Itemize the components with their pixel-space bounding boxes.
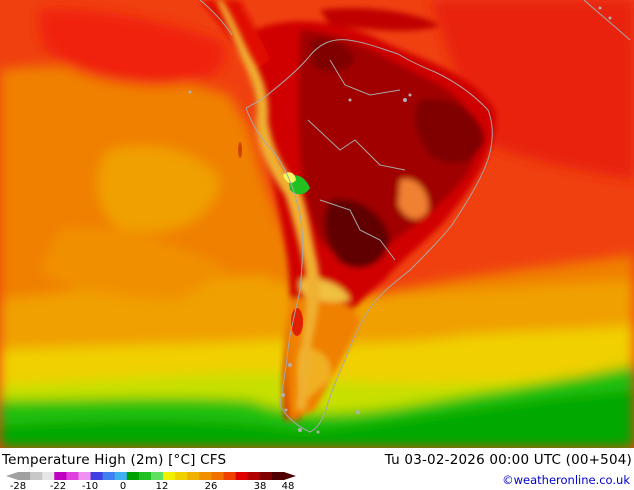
legend-tick-label: -22 (50, 481, 66, 490)
legend-tick-label: -10 (82, 481, 98, 490)
legend-swatch (199, 472, 212, 480)
legend-swatch (66, 472, 79, 480)
legend-tick-label: 12 (156, 481, 169, 490)
legend-tick-label: -28 (10, 481, 26, 490)
credit-link[interactable]: ©weatheronline.co.uk (502, 473, 630, 487)
legend-swatch (211, 472, 225, 480)
legend-tick-label: 48 (282, 481, 295, 490)
map-title: Temperature High (2m) [°C] CFS (2, 452, 227, 468)
color-scale-legend: -28 -22 -10 0 12 26 38 48 (6, 472, 296, 490)
map-footer: Temperature High (2m) [°C] CFS Tu 03-02-… (0, 448, 634, 490)
legend-swatch (271, 472, 285, 480)
legend-tick-label: 38 (254, 481, 267, 490)
legend-swatch (247, 472, 261, 480)
legend-arrow-high (284, 472, 296, 480)
legend-swatch (114, 472, 128, 480)
legend-swatch (30, 472, 43, 480)
legend-swatch (126, 472, 140, 480)
legend-tick-label: 26 (205, 481, 218, 490)
legend-swatch (54, 472, 67, 480)
legend-swatch (259, 472, 273, 480)
legend-swatch (138, 472, 152, 480)
legend-swatch (42, 472, 55, 480)
legend-swatch (163, 472, 176, 480)
temperature-map (0, 0, 634, 448)
legend-tick-label: 0 (120, 481, 126, 490)
legend-swatch (102, 472, 116, 480)
legend-swatch (223, 472, 237, 480)
legend-swatch (18, 472, 31, 480)
legend-swatch (187, 472, 200, 480)
legend-arrow-low (6, 472, 18, 480)
legend-swatch (90, 472, 104, 480)
legend-swatch (175, 472, 188, 480)
legend-swatch (78, 472, 92, 480)
legend-swatch (151, 472, 164, 480)
valid-datetime: Tu 03-02-2026 00:00 UTC (00+504) (384, 452, 632, 468)
legend-swatch (235, 472, 249, 480)
